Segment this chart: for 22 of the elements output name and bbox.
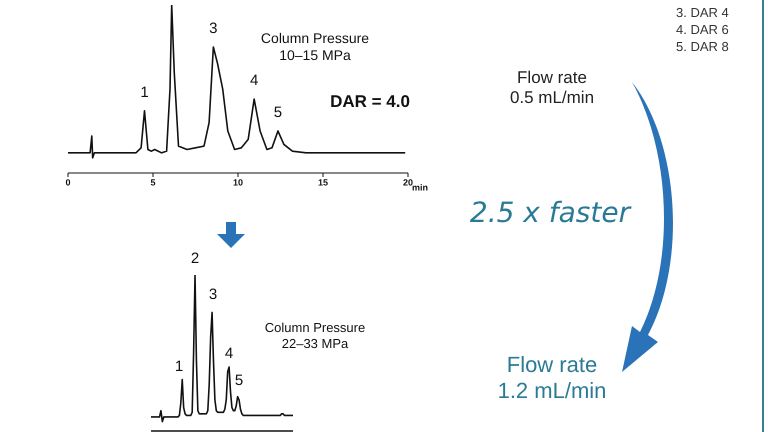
annotation: Column Pressure 22–33 MPa bbox=[264, 320, 366, 352]
text: Flow rate 0.5 mL/min bbox=[508, 68, 596, 109]
text: 2 bbox=[190, 250, 200, 268]
annotation: 4 bbox=[224, 345, 234, 363]
annotation: 4 bbox=[250, 72, 258, 90]
text: Flow rate 1.2 mL/min bbox=[496, 352, 608, 405]
annotation: DAR = 4.0 bbox=[329, 92, 411, 112]
annotation: 5 bbox=[234, 372, 244, 390]
annotation: 5 bbox=[274, 104, 282, 121]
annotation: 3 bbox=[209, 20, 218, 37]
x-tick-label: 0 bbox=[65, 177, 71, 188]
annotation: 3 bbox=[208, 286, 218, 304]
x-tick-label: 15 bbox=[318, 177, 328, 188]
x-tick-label: 20 bbox=[402, 177, 414, 188]
annotation: 1 bbox=[140, 84, 149, 101]
x-tick-label: 10 bbox=[232, 177, 244, 188]
x-axis-title: min bbox=[412, 182, 428, 193]
text: 2.5 x faster bbox=[468, 196, 632, 230]
annotation: 1 bbox=[174, 358, 184, 376]
x-tick-label: 5 bbox=[150, 177, 156, 188]
text: 3. DAR 4 4. DAR 6 5. DAR 8 bbox=[676, 4, 730, 55]
annotation: Column Pressure 10–15 MPa bbox=[260, 30, 370, 64]
